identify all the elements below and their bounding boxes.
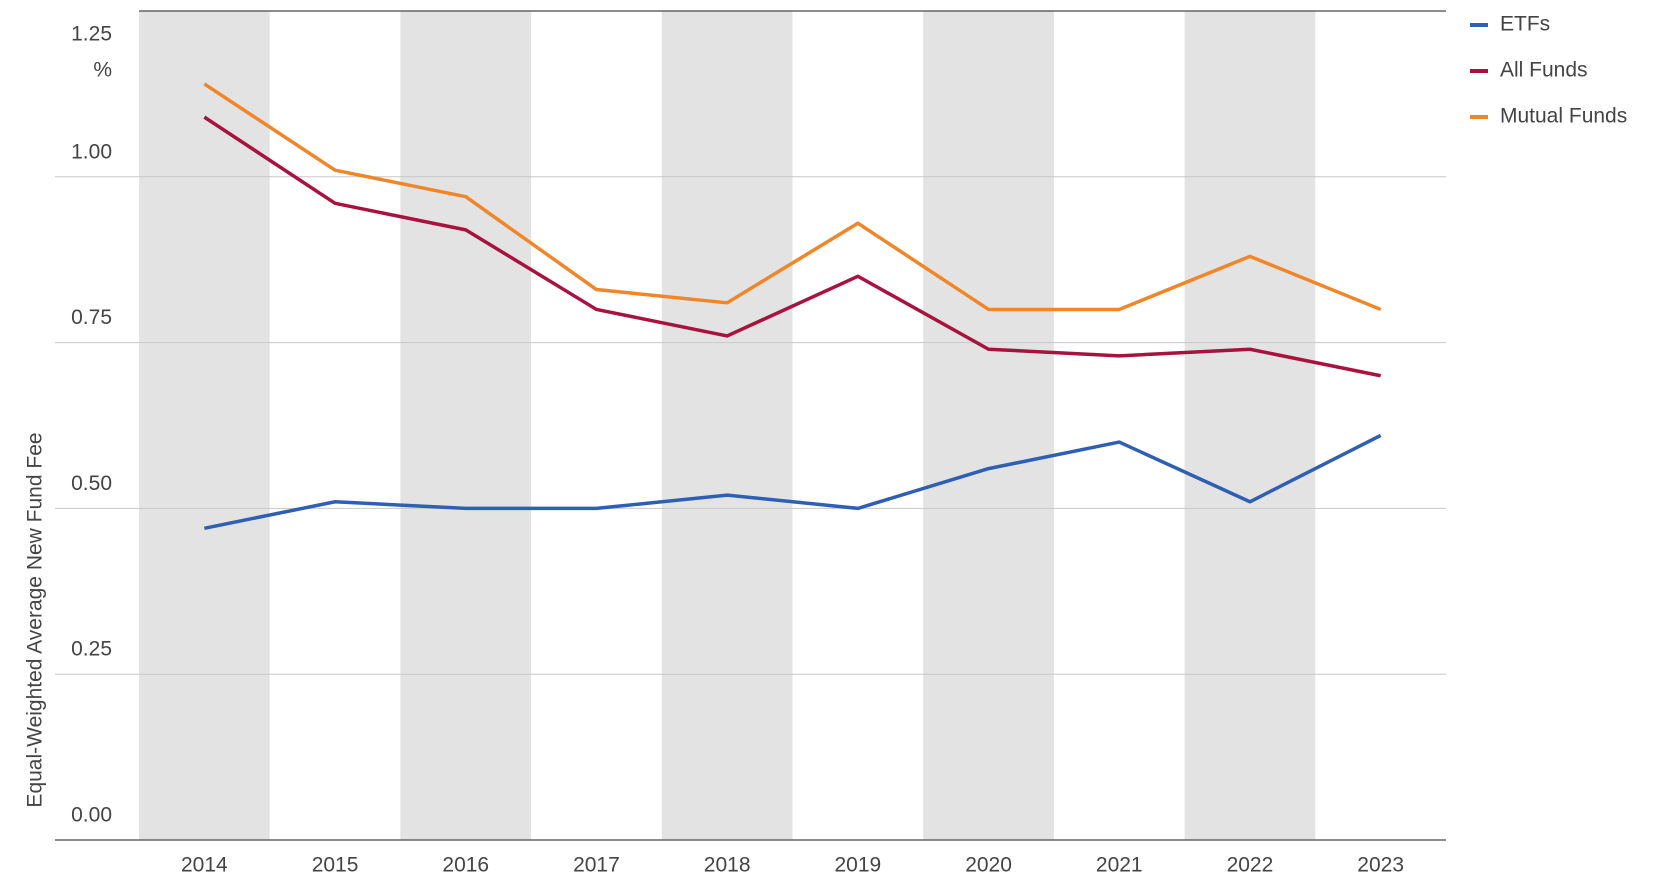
x-tick-label: 2017 [573,854,620,877]
y-unit: % [93,59,112,82]
x-tick-label: 2019 [834,854,881,877]
legend-label: ETFs [1500,13,1550,36]
y-tick-label: 0.25 [71,638,112,661]
category-band [400,11,532,840]
y-tick-label: 0.75 [71,306,112,329]
x-tick-label: 2018 [704,854,751,877]
x-tick-label: 2022 [1227,854,1274,877]
legend-label: Mutual Funds [1500,105,1627,128]
legend-label: All Funds [1500,59,1588,82]
x-tick-label: 2023 [1357,854,1404,877]
category-band [139,11,270,840]
x-tick-label: 2015 [312,854,359,877]
series-line [203,115,1381,378]
category-band [661,11,793,840]
series-line [203,82,1382,312]
y-tick-label: 0.50 [71,472,112,495]
category-band [923,11,1054,840]
y-axis-label: Equal-Weighted Average New Fund Fee [24,432,47,807]
series-line [204,433,1382,531]
y-tick-label: 1.00 [71,140,112,163]
category-band [1184,11,1316,840]
x-tick-label: 2020 [965,854,1012,877]
y-tick-label: 1.25 [71,23,112,46]
y-tick-label: 0.00 [71,804,112,827]
x-tick-label: 2014 [181,854,228,877]
x-tick-label: 2021 [1096,854,1143,877]
x-tick-label: 2016 [442,854,489,877]
